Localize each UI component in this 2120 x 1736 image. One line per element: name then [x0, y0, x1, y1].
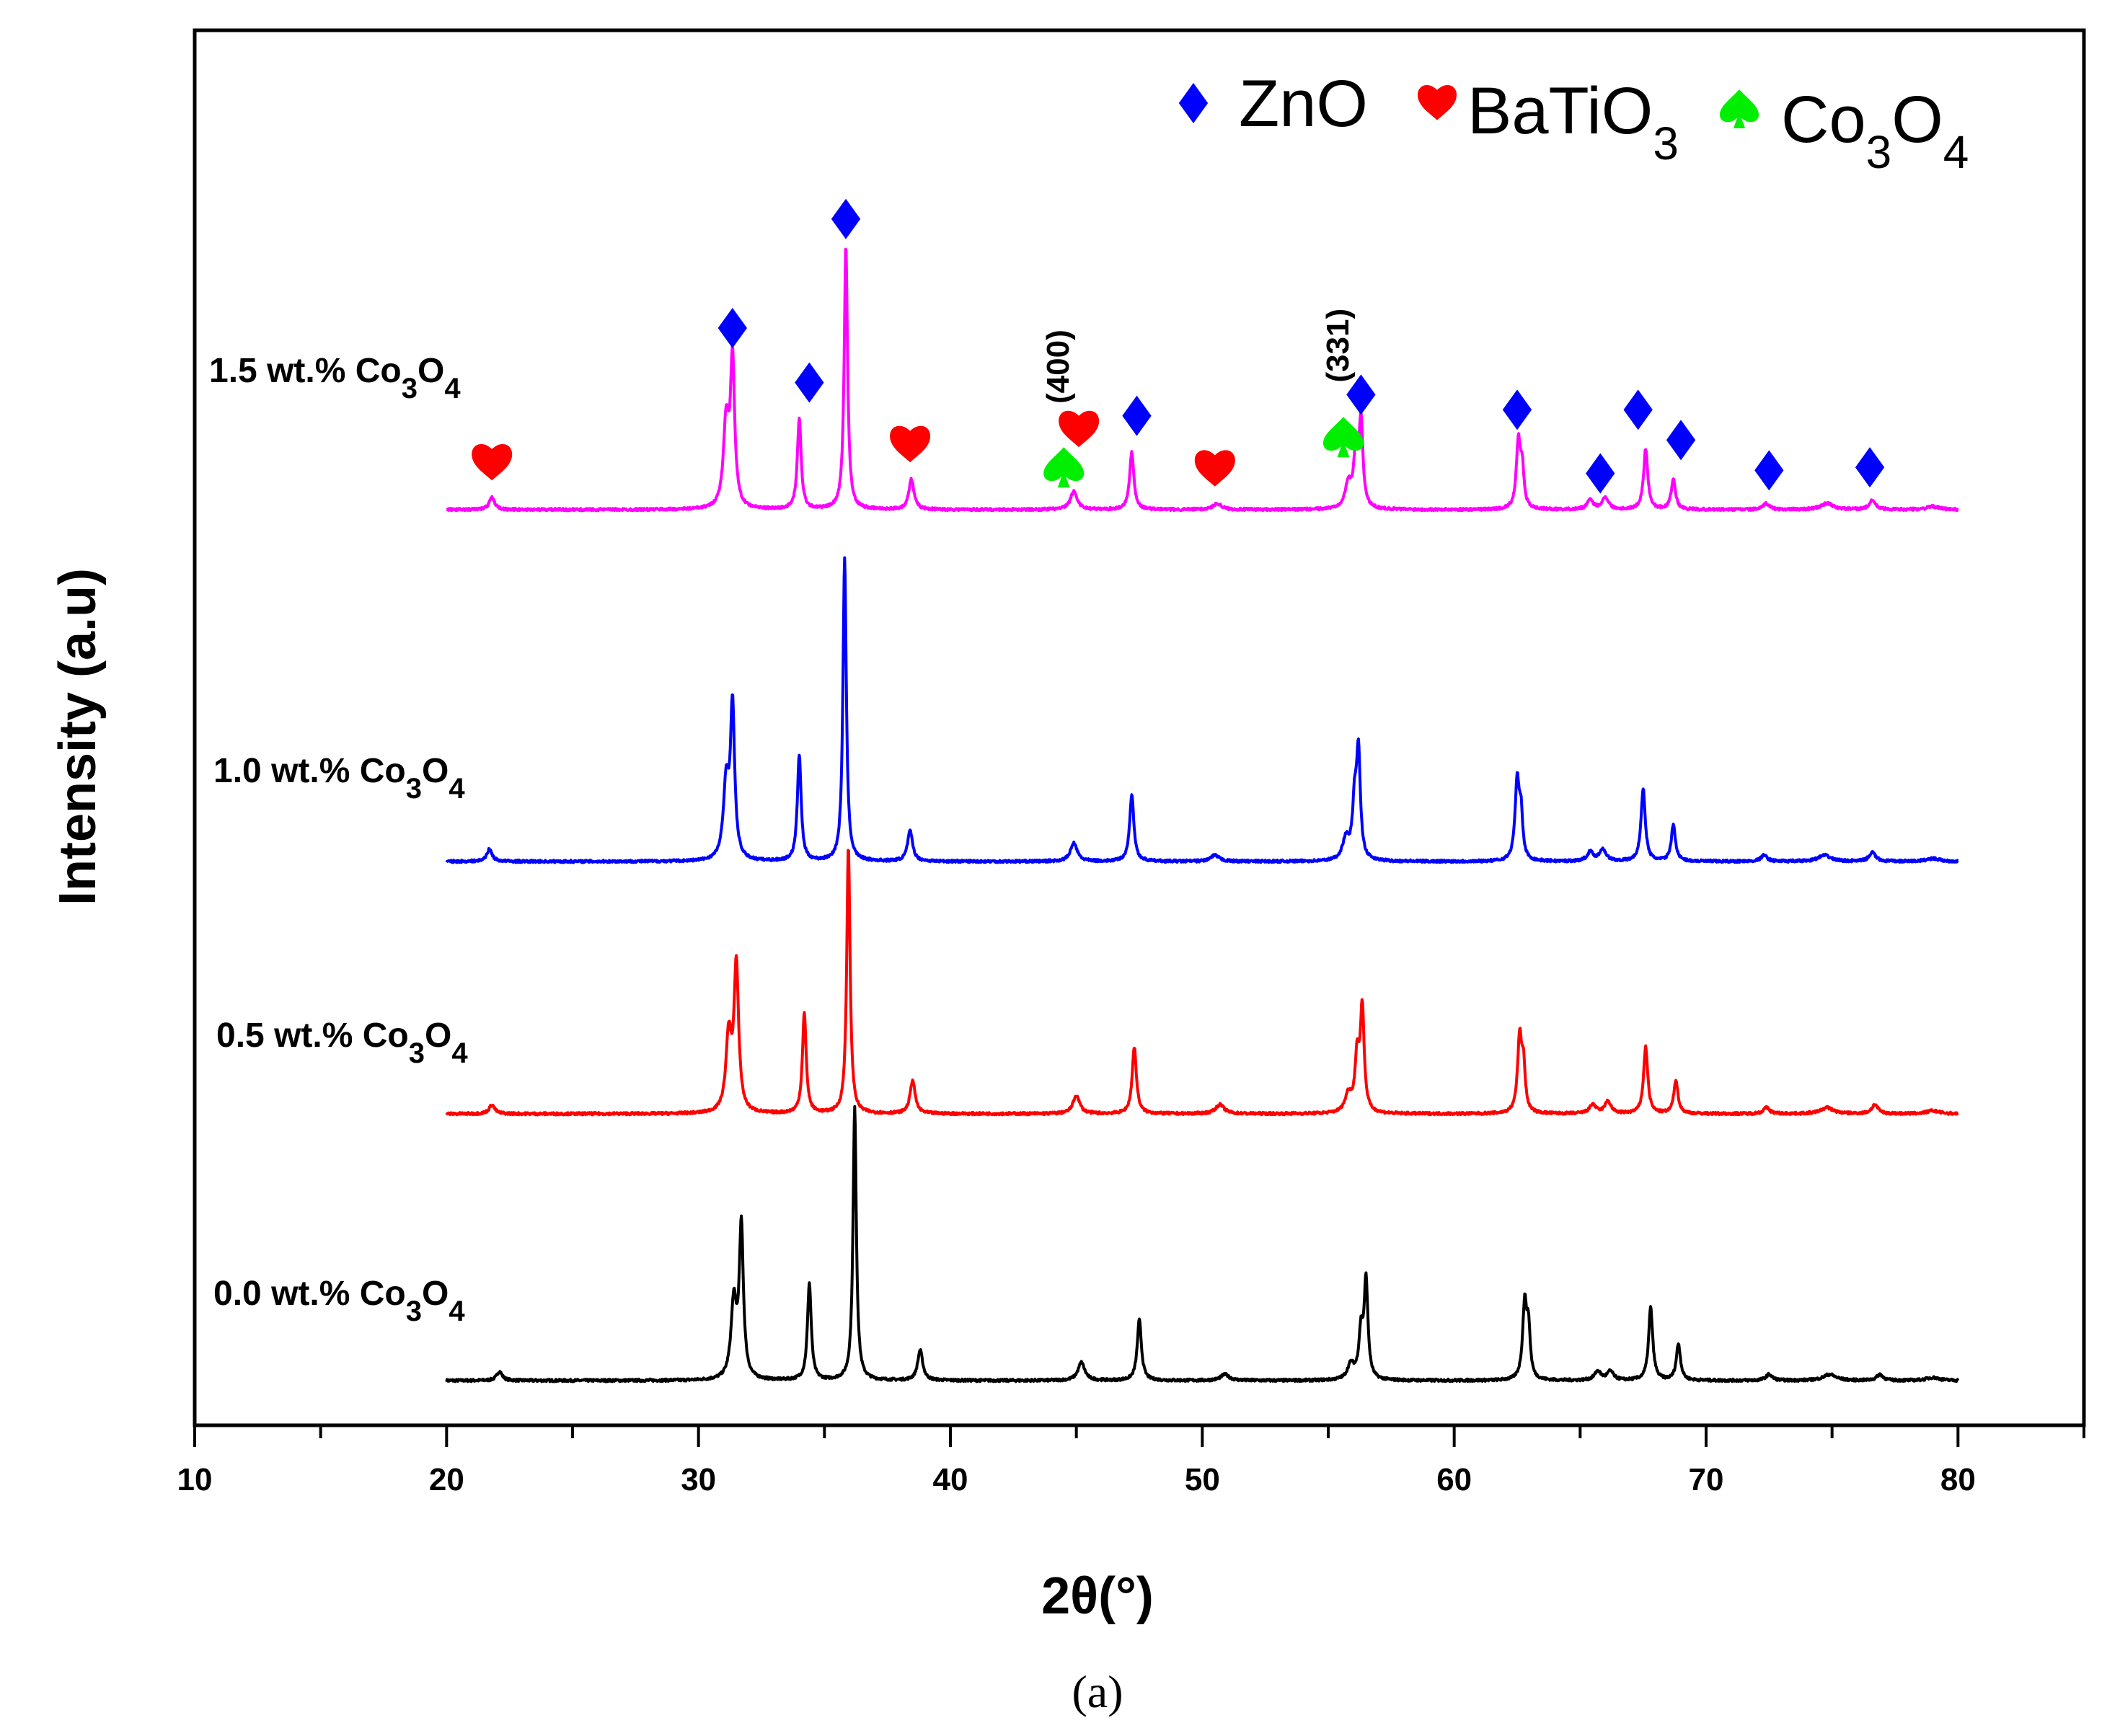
diamond-marker [1754, 450, 1784, 491]
diamond-marker [1586, 453, 1615, 494]
x-tick-label: 10 [177, 1462, 213, 1497]
legend: ZnO BaTiO3 Co3O4 [1178, 67, 1969, 178]
series-line-0 [445, 1104, 1960, 1383]
diamond-marker [1666, 420, 1696, 461]
heart-marker [472, 443, 513, 481]
sample-label: 1.5 wt.% Co3O4 [209, 352, 461, 404]
sample-label: 1.0 wt.% Co3O4 [213, 752, 465, 805]
x-axis-ticks: 10 20 30 40 50 60 70 80 [177, 1425, 2085, 1497]
legend-label-batio3: BaTiO3 [1467, 74, 1679, 169]
miller-annotations: (400) (331) [1041, 309, 1356, 404]
diamond-marker [1122, 395, 1152, 436]
sample-label: 0.5 wt.% Co3O4 [216, 1017, 468, 1069]
series-lines [445, 247, 1960, 1383]
series-line-1 [445, 849, 1959, 1117]
spade-marker [1322, 417, 1364, 458]
x-tick-label: 50 [1185, 1462, 1220, 1497]
batio3-legend-heart-icon [1418, 85, 1457, 120]
diamond-marker [831, 198, 861, 239]
x-tick-label: 20 [429, 1462, 464, 1497]
y-axis-label: Intensity (a.u) [49, 568, 107, 905]
diamond-marker [717, 308, 747, 348]
heart-marker [890, 425, 931, 463]
phase-markers [472, 198, 1885, 494]
sample-label: 0.0 wt.% Co3O4 [213, 1275, 465, 1327]
heart-marker [1194, 450, 1235, 487]
miller-index-label: (331) [1320, 309, 1356, 383]
x-axis-label: 2θ(°) [1041, 1567, 1154, 1625]
zno-legend-diamond-icon [1178, 83, 1209, 123]
co3o4-legend-spade-icon [1720, 89, 1759, 128]
diamond-marker [1623, 389, 1653, 430]
legend-label-zno: ZnO [1239, 67, 1368, 141]
plot-frame [193, 28, 2086, 1427]
series-line-2 [445, 556, 1959, 864]
miller-index-label: (400) [1041, 329, 1076, 404]
x-tick-label: 70 [1689, 1462, 1724, 1497]
sample-labels: 0.0 wt.% Co3O4 0.5 wt.% Co3O4 1.0 wt.% Co3… [209, 352, 468, 1327]
x-tick-label: 30 [681, 1462, 716, 1497]
figure-caption: (a) [1072, 1666, 1123, 1717]
x-tick-label: 40 [933, 1462, 968, 1497]
diamond-marker [1855, 447, 1885, 488]
x-tick-label: 80 [1940, 1462, 1976, 1497]
legend-label-co3o4: Co3O4 [1781, 83, 1969, 178]
x-tick-label: 60 [1436, 1462, 1472, 1497]
diamond-marker [1346, 374, 1376, 415]
diamond-marker [795, 362, 824, 403]
heart-marker [1059, 410, 1100, 448]
series-line-3 [446, 247, 1959, 513]
spade-marker [1043, 447, 1085, 488]
diamond-marker [1502, 389, 1532, 430]
